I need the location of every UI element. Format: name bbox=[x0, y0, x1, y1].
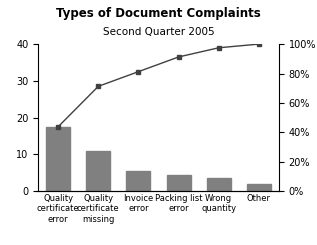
Bar bbox=[166, 174, 191, 191]
Bar bbox=[86, 151, 110, 191]
Bar bbox=[46, 127, 70, 191]
Text: Types of Document Complaints: Types of Document Complaints bbox=[56, 7, 261, 20]
Text: Second Quarter 2005: Second Quarter 2005 bbox=[103, 27, 214, 37]
Bar bbox=[247, 184, 271, 191]
Bar bbox=[207, 178, 231, 191]
Bar bbox=[126, 171, 151, 191]
